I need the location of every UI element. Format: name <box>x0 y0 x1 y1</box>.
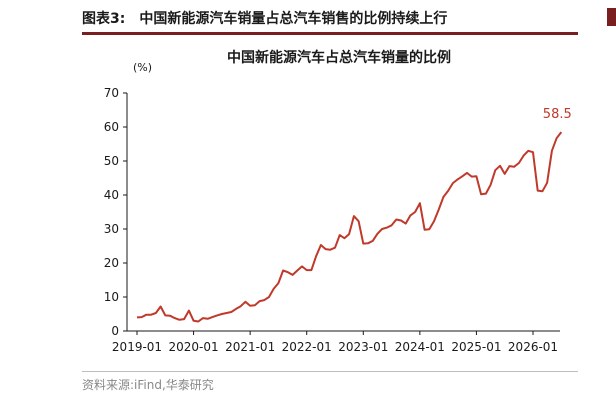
y-tick-label: 60 <box>104 120 119 134</box>
y-tick-label: 50 <box>104 154 119 168</box>
adjacent-panel-edge <box>607 8 616 26</box>
y-tick-label: 10 <box>104 290 119 304</box>
x-tick-label: 2020-01 <box>169 340 219 354</box>
y-tick-label: 0 <box>111 324 119 338</box>
axes: 0 10 20 30 40 50 60 70 2019-01 2020-01 2021-01 2022… <box>104 86 560 354</box>
figure-number: 图表3: <box>82 11 126 27</box>
figure-caption-text: 中国新能源汽车销量占总汽车销售的比例持续上行 <box>139 11 448 27</box>
x-tick-label: 2023-01 <box>338 340 388 354</box>
y-tick-label: 70 <box>104 86 119 100</box>
series-line <box>136 131 563 323</box>
chart-title: 中国新能源汽车占总汽车销量的比例 <box>227 49 451 66</box>
source-rule <box>82 371 578 372</box>
x-tick-label: 2024-01 <box>395 340 445 354</box>
end-value-label: 58.5 <box>543 107 572 122</box>
x-tick-label: 2025-01 <box>451 340 501 354</box>
x-tick-label: 2022-01 <box>282 340 332 354</box>
plot-area: 58.5 <box>136 107 572 323</box>
source-note: 资料来源:iFind,华泰研究 <box>82 378 214 392</box>
caption-rule <box>82 32 578 35</box>
y-tick-label: 40 <box>104 188 119 202</box>
y-axis-unit: (%) <box>133 61 152 74</box>
figure-caption: 图表3: 中国新能源汽车销量占总汽车销售的比例持续上行 <box>82 8 447 28</box>
y-tick-label: 30 <box>104 222 119 236</box>
x-tick-label: 2021-01 <box>225 340 275 354</box>
ev-share-line-chart: 中国新能源汽车占总汽车销量的比例 (%) 0 10 20 30 40 50 60 70 2019… <box>104 49 572 354</box>
y-tick-label: 20 <box>104 256 119 270</box>
x-tick-label: 2026-01 <box>508 340 558 354</box>
x-tick-label: 2019-01 <box>112 340 162 354</box>
